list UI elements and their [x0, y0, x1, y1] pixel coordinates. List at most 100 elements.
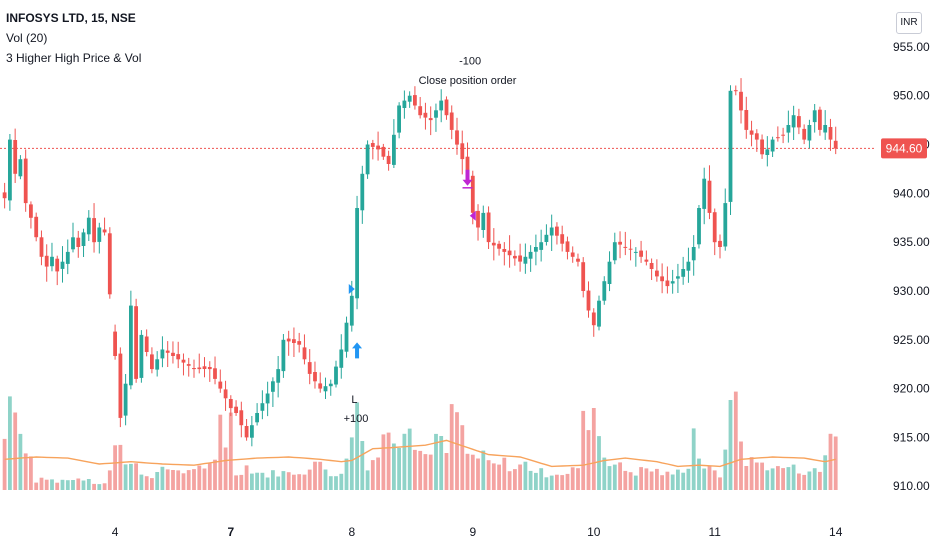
- candle: [670, 269, 675, 294]
- volume-bar: [60, 479, 65, 490]
- volume-bar: [244, 465, 249, 490]
- volume-study-label[interactable]: Vol (20): [6, 31, 48, 45]
- candle-body: [313, 372, 317, 382]
- candle: [144, 329, 149, 357]
- candle-body: [286, 338, 291, 342]
- candle: [244, 419, 249, 441]
- candle: [523, 243, 528, 274]
- candle: [39, 230, 44, 266]
- volume-bar: [649, 471, 654, 490]
- volume-bar: [318, 461, 323, 490]
- volume-bar: [676, 469, 680, 490]
- volume-bar: [739, 441, 743, 490]
- candle-body: [507, 250, 512, 256]
- candle: [81, 228, 86, 257]
- volume-bar: [286, 472, 291, 490]
- candle-body: [502, 249, 507, 252]
- candle: [65, 239, 70, 275]
- candle: [102, 217, 107, 236]
- candle: [92, 203, 96, 253]
- candle: [165, 341, 170, 367]
- candle-body: [407, 95, 412, 102]
- volume-bar: [612, 464, 617, 490]
- candle-body: [581, 262, 586, 291]
- volume-bar: [276, 476, 281, 490]
- volume-bar: [234, 475, 238, 490]
- strategy-label[interactable]: 3 Higher High Price & Vol: [6, 51, 142, 65]
- candle-body: [160, 349, 165, 359]
- volume-bar: [644, 468, 649, 490]
- volume-bar: [250, 473, 254, 490]
- candle: [802, 124, 807, 145]
- volume-bar: [123, 464, 128, 490]
- candle-body: [602, 281, 607, 301]
- candle-body: [381, 146, 386, 157]
- candle: [328, 379, 333, 396]
- entry-flag-icon: [348, 284, 355, 295]
- candle: [8, 134, 12, 211]
- candle: [392, 119, 396, 168]
- currency-badge[interactable]: INR: [896, 12, 922, 34]
- volume-bar: [665, 471, 670, 490]
- candle: [712, 208, 717, 256]
- volume-bar: [65, 480, 70, 490]
- candle: [129, 290, 133, 390]
- candle: [55, 255, 60, 286]
- candle: [786, 110, 791, 143]
- time-axis[interactable]: 4 7 8 9 10 11 14: [112, 525, 843, 539]
- candle-body: [50, 256, 54, 267]
- volume-bar: [292, 474, 296, 490]
- candle-body: [765, 149, 770, 155]
- candle: [323, 377, 328, 399]
- volume-ma-line: [4, 439, 836, 468]
- candle-body: [649, 263, 654, 269]
- volume-bar: [97, 484, 102, 490]
- volume-bar: [171, 470, 175, 490]
- volume-bar: [428, 454, 433, 490]
- volume-bar: [444, 453, 449, 490]
- candle-body: [455, 130, 459, 145]
- candle-body: [397, 105, 401, 133]
- volume-bar: [197, 465, 202, 490]
- candle-body: [828, 127, 833, 140]
- candle: [449, 105, 454, 140]
- candle: [549, 214, 554, 251]
- price-tick-label: 910.00: [893, 479, 930, 493]
- volume-bar: [402, 433, 407, 490]
- candle-body: [97, 227, 102, 242]
- candle-body: [392, 134, 396, 165]
- candle: [491, 228, 496, 261]
- candle-body: [202, 366, 207, 369]
- candle-body: [139, 334, 144, 378]
- volume-bar: [413, 449, 417, 490]
- price-axis[interactable]: 955.00950.00945.00940.00935.00930.00925.…: [893, 40, 930, 493]
- candle-body: [570, 252, 575, 257]
- candle-body: [144, 336, 149, 352]
- candle-body: [370, 143, 375, 147]
- volume-bar: [223, 447, 228, 490]
- candle-body: [460, 143, 465, 160]
- volume-bar: [718, 477, 722, 490]
- candle: [50, 242, 54, 272]
- symbol-title[interactable]: INFOSYS LTD, 15, NSE: [6, 11, 136, 25]
- volume-bar: [23, 453, 28, 490]
- candle: [612, 232, 617, 265]
- candle: [807, 119, 812, 149]
- candle: [818, 106, 822, 136]
- candle: [18, 155, 23, 180]
- volume-bar: [823, 455, 828, 490]
- candle: [13, 128, 18, 183]
- candle-body: [513, 255, 517, 259]
- candle: [223, 380, 228, 411]
- price-tick-label: 930.00: [893, 284, 930, 298]
- candle-body: [486, 212, 491, 243]
- candle: [739, 78, 743, 124]
- candle-body: [255, 413, 259, 423]
- candle: [360, 165, 365, 224]
- candle: [576, 253, 580, 267]
- volume-bar: [192, 469, 196, 490]
- candle-body: [418, 106, 423, 116]
- candle-body: [676, 276, 680, 279]
- volume-bar: [323, 469, 328, 490]
